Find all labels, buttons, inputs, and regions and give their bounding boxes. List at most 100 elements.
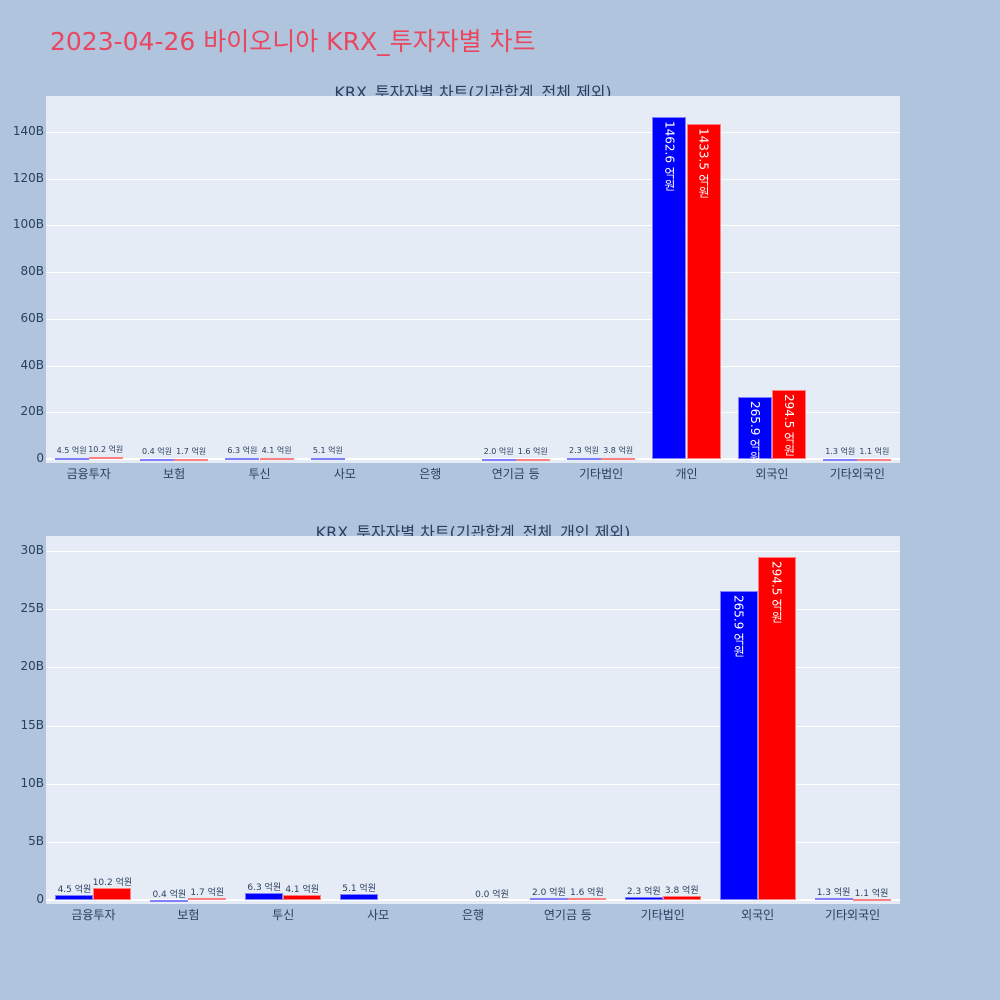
gridline [46,412,900,414]
gridline [46,725,900,727]
y-tick-label: 25B [20,601,44,616]
x-tick-label: 연기금 등 [543,908,592,922]
y-tick-label: 20B [20,659,44,674]
bar-sell[interactable] [852,898,891,901]
bar-value-label: 0.0 억원 [475,890,509,900]
bar-sell[interactable] [757,557,796,900]
x-tick-label: 사모 [333,467,356,481]
bar-value-label: 4.5 억원 [57,884,92,895]
y-tick-label: 80B [20,264,44,279]
bar-value-label: 2.0 억원 [483,446,514,456]
bar-sell[interactable] [88,456,123,459]
bar-value-label: 1.7 억원 [176,446,207,456]
y-tick-label: 140B [12,124,44,138]
gridline [46,841,900,843]
x-tick-label: 사모 [367,908,390,922]
y-tick-label: 60B [20,310,44,325]
bar-value-label: 6.3 억원 [247,882,282,893]
bar-value-label: 4.5 억원 [56,445,87,455]
x-tick-label: 보험 [163,467,186,481]
y-tick-label: 15B [20,717,44,732]
bar-buy[interactable] [823,458,858,461]
bar-value-label: 1.3 억원 [825,446,856,456]
bar-buy[interactable] [55,894,94,900]
bar-buy[interactable] [719,590,758,900]
bar-sell[interactable] [259,458,294,461]
bar-value-label: 294.5 억원 [781,394,796,457]
bar-buy[interactable] [150,899,189,902]
bar-buy[interactable] [54,457,89,460]
x-tick-label: 투신 [248,467,271,481]
x-tick-label: 기타외국인 [824,908,881,922]
bar-value-label: 1462.6 억원 [662,121,677,192]
gridline [46,132,900,133]
bar-value-label: 4.1 억원 [285,885,320,896]
bar-value-label: 0.4 억원 [142,446,173,456]
gridline [46,225,900,227]
bar-buy[interactable] [624,897,663,900]
bar-value-label: 6.3 억원 [227,445,258,455]
x-tick-label: 개인 [675,467,698,481]
bar-buy[interactable] [814,898,853,901]
bar-value-label: 1.1 억원 [854,888,889,899]
bar-sell[interactable] [188,898,227,901]
gridline [46,609,900,611]
bar-value-label: 1433.5 억원 [696,128,711,198]
x-tick-label: 기타법인 [640,908,685,922]
x-tick-label: 외국인 [755,467,789,481]
bar-buy[interactable] [529,897,568,900]
plot-area: 4.5 억원 10.2 억원 0.4 억원 1.7 억원 6.3 억원 4.1 억원 5.1… [46,96,900,463]
bar-sell[interactable] [567,898,606,901]
bar-sell[interactable] [283,895,322,900]
x-tick-label: 외국인 [741,908,775,922]
bar-buy[interactable] [225,457,260,460]
x-tick-label: 은행 [419,467,442,481]
bar-sell[interactable] [93,888,132,900]
x-tick-label: 금융투자 [66,467,111,481]
bar-buy[interactable] [340,894,379,900]
y-tick-label: 40B [20,357,44,372]
gridline [46,318,900,320]
bar-sell[interactable] [771,390,807,459]
gridline [46,178,900,180]
bar-value-label: 5.1 억원 [312,445,343,455]
bar-buy[interactable] [310,457,345,460]
gridline [46,365,900,367]
plot-area: 4.5 억원 10.2 억원 0.4 억원 1.7 억원 6.3 억원 4.1 억원 5.1… [46,536,900,904]
bar-value-label: 3.8 억원 [664,885,699,896]
bar-value-label: 5.1 억원 [342,884,376,895]
bar-value-label: 0.4 억원 [152,889,187,900]
bar-buy[interactable] [245,892,284,900]
bar-sell[interactable] [662,895,701,900]
bar-value-label: 10.2 억원 [92,878,133,889]
bar-buy[interactable] [139,458,175,461]
bar-value-label: 10.2 억원 [88,444,124,454]
bar-buy[interactable] [652,117,687,459]
y-tick-label: 100B [12,217,44,232]
page-title: 2023-04-26 바이오니아 KRX_투자자별 차트 [50,27,536,56]
x-tick-label: 보험 [177,908,200,922]
bar-sell[interactable] [857,458,892,461]
x-tick-label: 투신 [272,908,295,922]
bar-sell[interactable] [601,458,636,461]
bar-buy[interactable] [737,396,772,459]
x-tick-label: 기타외국인 [829,467,885,481]
y-tick-label: 5B [28,833,44,848]
bar-buy[interactable] [481,458,516,461]
chart-excluding-institution-total: KRX_투자자별 차트(기관합계_전체 제외) 4.5 억원 10.2 억원 0.4… [12,83,900,481]
x-tick-label: 연기금 등 [491,467,540,481]
x-tick-label: 기타법인 [579,467,624,481]
gridline [46,272,900,274]
bar-value-label: 1.3 억원 [816,888,851,899]
bar-value-label: 3.8 억원 [603,446,634,456]
bar-value-label: 1.6 억원 [517,446,548,456]
bar-sell[interactable] [515,458,550,461]
x-tick-label: 은행 [461,908,485,922]
bar-buy[interactable] [566,458,602,461]
bar-sell[interactable] [686,124,721,459]
y-tick-label: 120B [12,170,44,185]
bar-sell[interactable] [174,458,209,461]
bar-value-label: 2.3 억원 [569,446,600,456]
gridline [46,667,900,669]
